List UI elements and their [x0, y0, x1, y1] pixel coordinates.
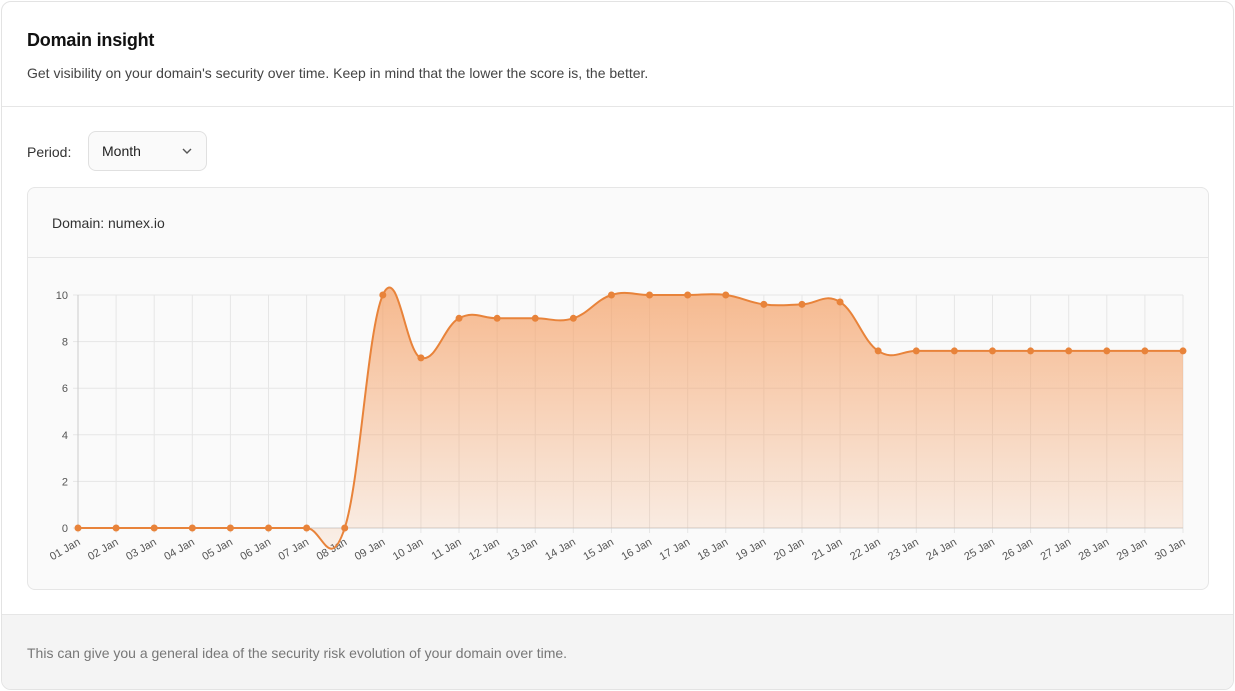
x-tick-label: 12 Jan — [467, 536, 502, 563]
point — [1141, 347, 1149, 355]
point — [607, 291, 615, 299]
point — [1179, 347, 1187, 355]
point — [912, 347, 920, 355]
point — [798, 300, 806, 308]
x-tick-label: 18 Jan — [696, 536, 731, 563]
y-tick-label: 8 — [62, 337, 68, 349]
x-tick-label: 29 Jan — [1115, 536, 1150, 563]
divider — [2, 106, 1233, 107]
point — [569, 314, 577, 322]
point — [379, 291, 387, 299]
point — [188, 524, 196, 532]
x-tick-label: 03 Jan — [124, 536, 159, 563]
point — [1103, 347, 1111, 355]
x-tick-label: 11 Jan — [430, 536, 464, 563]
x-tick-label: 25 Jan — [962, 536, 997, 563]
y-tick-label: 6 — [62, 383, 68, 395]
point — [1065, 347, 1073, 355]
y-tick-label: 0 — [62, 523, 68, 535]
point — [226, 524, 234, 532]
point — [836, 298, 844, 306]
point — [684, 291, 692, 299]
x-tick-label: 17 Jan — [658, 536, 693, 563]
x-tick-label: 15 Jan — [581, 536, 616, 563]
period-select[interactable]: Month — [88, 131, 207, 171]
area — [78, 287, 1183, 549]
point — [150, 524, 158, 532]
point — [265, 524, 273, 532]
point — [722, 291, 730, 299]
divider — [28, 257, 1208, 258]
point — [493, 314, 501, 322]
chart: 0 2 4 6 8 10 01 Jan 02 Jan 03 Jan 04 Jan 05 Jan 06 … — [48, 286, 1188, 563]
point — [417, 354, 425, 362]
x-tick-label: 23 Jan — [886, 536, 921, 563]
point — [760, 300, 768, 308]
point — [988, 347, 996, 355]
x-tick-label: 24 Jan — [924, 536, 959, 563]
chevron — [182, 148, 192, 154]
x-tick-label: 13 Jan — [505, 536, 540, 563]
card-title: Domain insight — [27, 30, 155, 50]
y-tick-label: 10 — [56, 290, 68, 302]
x-tick-label: 09 Jan — [353, 536, 388, 563]
card-footer: This can give you a general idea of the … — [2, 614, 1233, 689]
x-tick-label: 07 Jan — [277, 536, 312, 563]
period-value: Month — [102, 143, 141, 159]
x-tick-label: 22 Jan — [848, 536, 883, 563]
x-tick-label: 19 Jan — [734, 536, 769, 563]
point — [303, 524, 311, 532]
y-tick-label: 2 — [62, 476, 68, 488]
x-tick-label: 06 Jan — [238, 536, 273, 563]
x-tick-label: 28 Jan — [1077, 536, 1112, 563]
point — [74, 524, 82, 532]
card-subtitle: Get visibility on your domain's security… — [27, 65, 649, 81]
chart-panel: Domain: numex.io 0 2 4 6 8 10 01 Jan 02 Jan 03 J… — [27, 187, 1209, 590]
x-tick-label: 16 Jan — [619, 536, 654, 563]
x-tick-label: 10 Jan — [391, 536, 426, 563]
point — [874, 347, 882, 355]
point — [1027, 347, 1035, 355]
period-label: Period: — [27, 144, 72, 160]
point — [341, 524, 349, 532]
x-tick-label: 04 Jan — [162, 536, 197, 563]
point — [455, 314, 463, 322]
point — [112, 524, 120, 532]
x-tick-label: 02 Jan — [86, 536, 121, 563]
x-tick-label: 30 Jan — [1153, 536, 1188, 563]
x-tick-label: 27 Jan — [1039, 536, 1074, 563]
x-tick-label: 05 Jan — [200, 536, 235, 563]
x-tick-label: 26 Jan — [1000, 536, 1035, 563]
x-tick-label: 01 Jan — [48, 536, 83, 563]
x-tick-label: 20 Jan — [772, 536, 807, 563]
x-tick-label: 21 Jan — [810, 536, 845, 563]
point — [950, 347, 958, 355]
y-tick-label: 4 — [62, 430, 68, 442]
point — [531, 314, 539, 322]
panel-label: Domain: numex.io — [52, 215, 165, 231]
point — [646, 291, 654, 299]
x-tick-label: 14 Jan — [543, 536, 578, 563]
footer-text: This can give you a general idea of the … — [27, 645, 568, 661]
